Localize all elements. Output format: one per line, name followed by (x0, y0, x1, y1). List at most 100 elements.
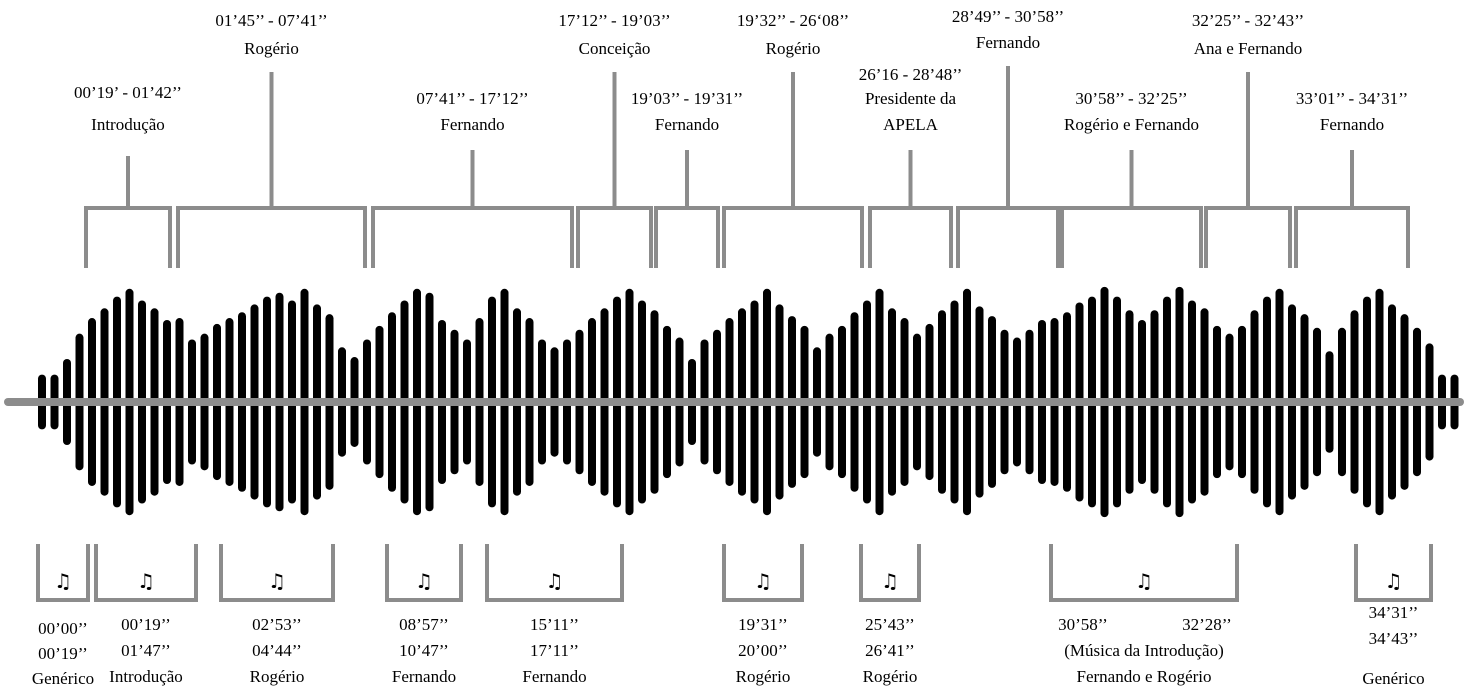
music-note-icon: ♫ (415, 569, 433, 593)
speaker-segments: 00’19’ - 01’42’’ Introdução 01’45’’ - 07’4… (74, 7, 1410, 268)
music-segment: ♫ 25’43’’ 26’41’’ Rogério (859, 544, 921, 686)
music-bracket (722, 544, 804, 602)
segment-time: 33’01’’ - 34’31’’ (1296, 89, 1408, 108)
segment-time: 01’45’’ - 07’41’’ (215, 11, 327, 30)
music-note-icon: ♫ (754, 569, 772, 593)
speaker-segment: 07’41’’ - 17’12’’ Fernando (371, 89, 574, 268)
segment-speaker: Fernando (440, 115, 504, 134)
segment-bracket (576, 206, 653, 268)
music-segment-label: 19’31’’ (738, 615, 788, 634)
music-segment-label: Genérico (32, 669, 94, 688)
music-segment-label: 15’11’’ (530, 615, 579, 634)
segment-bracket (654, 206, 720, 268)
segment-time: 19’03’’ - 19’31’’ (631, 89, 743, 108)
segment-bracket (722, 206, 864, 268)
speaker-segment: 30’58’’ - 32’25’’ Rogério e Fernando (1060, 89, 1203, 268)
music-segment-label: 02’53’’ (252, 615, 302, 634)
music-segment: ♫ 34’31’’ 34’43’’ Genérico (1354, 544, 1433, 688)
speaker-segment: 19’32’’ - 26‘08’’ Rogério (722, 11, 864, 268)
segment-speaker: Fernando (1320, 115, 1384, 134)
music-segment-label: 00’19’’ (38, 644, 88, 663)
music-bracket (94, 544, 198, 602)
music-segment: ♫ 08’57’’ 10’47’’ Fernando (385, 544, 463, 686)
music-bracket (859, 544, 921, 602)
speaker-segment: 26’16 - 28’48’’ Presidente da APELA (859, 65, 963, 268)
segment-time: 07’41’’ - 17’12’’ (416, 89, 528, 108)
speaker-segment: 32’25’’ - 32’43’’ Ana e Fernando (1192, 11, 1304, 268)
segment-bracket (176, 206, 367, 268)
music-note-icon: ♫ (546, 569, 564, 593)
music-segment-label: 01’47’’ (121, 641, 171, 660)
music-segment: ♫ 15’11’’ 17’11’’ Fernando (485, 544, 624, 686)
music-note-icon: ♫ (881, 569, 899, 593)
speaker-segment: 00’19’ - 01’42’’ Introdução (74, 83, 182, 268)
speaker-segment: 19’03’’ - 19’31’’ Fernando (631, 89, 743, 268)
music-segment-label: 26’41’’ (865, 641, 915, 660)
segment-bracket (1294, 206, 1410, 268)
segment-bracket (956, 206, 1060, 268)
music-segment: ♫ 19’31’’ 20’00’’ Rogério (722, 544, 804, 686)
music-segment: ♫ 30’58’’ 32’28’’ (Música da Introdução) Fer… (1049, 544, 1239, 686)
segment-speaker: Conceição (579, 39, 651, 58)
segment-speaker: Ana e Fernando (1194, 39, 1303, 58)
segment-speaker-line2: APELA (883, 115, 939, 134)
music-segment-label: Rogério (863, 667, 918, 686)
music-segment-label: (Música da Introdução) (1064, 641, 1224, 660)
music-note-icon: ♫ (137, 569, 155, 593)
music-segment-label: 10’47’’ (399, 641, 449, 660)
music-segments: ♫ 00’00’’ 00’19’’ Genérico ♫ 00’19’’ 01’47’’ In… (32, 544, 1433, 688)
music-bracket (1049, 544, 1239, 602)
segment-bracket (84, 206, 172, 268)
segment-bracket (868, 206, 953, 268)
segment-time: 30’58’’ - 32’25’’ (1075, 89, 1187, 108)
music-note-icon: ♫ (1385, 569, 1403, 593)
segment-speaker: Presidente da (865, 89, 957, 108)
segment-speaker: Rogério (244, 39, 299, 58)
music-segment: ♫ 02’53’’ 04’44’’ Rogério (219, 544, 335, 686)
music-bracket (36, 544, 90, 602)
music-segment: ♫ 00’19’’ 01’47’’ Introdução (94, 544, 198, 686)
segment-bracket (1060, 206, 1203, 268)
music-segment: ♫ 00’00’’ 00’19’’ Genérico (32, 544, 94, 688)
music-note-icon: ♫ (54, 569, 72, 593)
segment-bracket (371, 206, 574, 268)
music-segment-label: Fernando (392, 667, 456, 686)
music-segment-label: Fernando (522, 667, 586, 686)
music-segment-label: 04’44’’ (252, 641, 302, 660)
music-bracket (1354, 544, 1433, 602)
music-segment-label: 20’00’’ (738, 641, 788, 660)
segment-time: 19’32’’ - 26‘08’’ (737, 11, 849, 30)
speaker-segment: 17’12’’ - 19’03’’ Conceição (558, 11, 671, 268)
music-segment-label: Rogério (250, 667, 305, 686)
music-bracket (485, 544, 624, 602)
segment-speaker: Fernando (976, 33, 1040, 52)
music-segment-label: Introdução (109, 667, 183, 686)
segment-time: 26’16 - 28’48’’ (859, 65, 963, 84)
music-end-time: 32’28’’ (1182, 615, 1232, 634)
segment-time: 00’19’ - 01’42’’ (74, 83, 182, 102)
speaker-segment: 01’45’’ - 07’41’’ Rogério (176, 11, 367, 268)
music-segment-label: 25’43’’ (865, 615, 915, 634)
music-start-time: 30’58’’ (1058, 615, 1108, 634)
segment-bracket (1204, 206, 1292, 268)
music-segment-label: 00’00’’ (38, 619, 88, 638)
music-segment-label: Fernando e Rogério (1076, 667, 1211, 686)
music-bracket (219, 544, 335, 602)
music-segment-label: 17’11’’ (530, 641, 579, 660)
music-segment-label: Rogério (736, 667, 791, 686)
segment-speaker: Fernando (655, 115, 719, 134)
speaker-segment: 33’01’’ - 34’31’’ Fernando (1294, 89, 1410, 268)
music-segment-label: 00’19’’ (121, 615, 171, 634)
music-note-icon: ♫ (268, 569, 286, 593)
segment-time: 32’25’’ - 32’43’’ (1192, 11, 1304, 30)
music-note-icon: ♫ (1135, 569, 1153, 593)
segment-speaker: Introdução (91, 115, 165, 134)
segment-speaker: Rogério e Fernando (1064, 115, 1199, 134)
music-segment-label: 34’31’’ (1369, 603, 1419, 622)
segment-time: 28’49’’ - 30’58’’ (952, 7, 1064, 26)
segment-speaker: Rogério (766, 39, 821, 58)
speaker-segment: 28’49’’ - 30’58’’ Fernando (952, 7, 1064, 268)
music-segment-label: Genérico (1362, 669, 1424, 688)
music-bracket (385, 544, 463, 602)
